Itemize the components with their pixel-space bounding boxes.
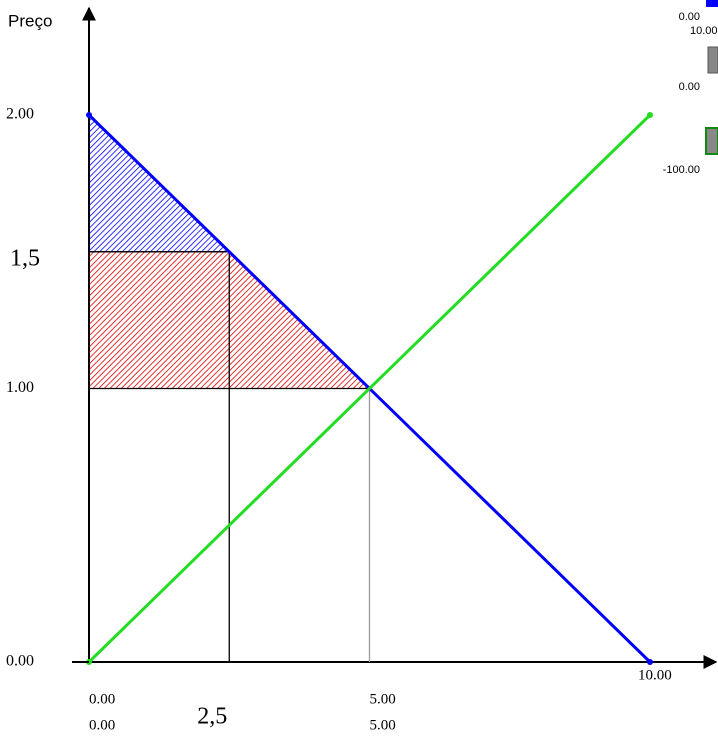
slider-handle[interactable] [706,0,718,7]
x-tick-label: 5.00 [370,691,396,707]
y-tick-label: 2.00 [6,106,34,123]
slider-handle[interactable] [707,46,718,74]
slider-label: 0.00 [679,11,700,23]
x-tick-label: 2,5 [197,704,227,730]
y-tick-label: 1,5 [10,245,40,271]
slider-label: 10.00 [690,25,718,37]
slider-label: 0.00 [679,81,700,93]
series-line [87,113,652,664]
y-axis-label: Preço [8,11,52,30]
y-tick-label: 1.00 [6,379,34,396]
x-tick-label: 5.00 [370,717,396,733]
slider-label: -100.00 [663,164,700,176]
slider-handle[interactable] [705,127,718,155]
y-tick-label: 0.00 [6,653,34,670]
series-point [647,659,653,665]
x-tick-label: 10.00 [638,667,672,683]
x-tick-label: 0.00 [89,691,115,707]
series-point [86,112,92,118]
series-point [647,112,653,118]
x-tick-label: 0.00 [89,717,115,733]
